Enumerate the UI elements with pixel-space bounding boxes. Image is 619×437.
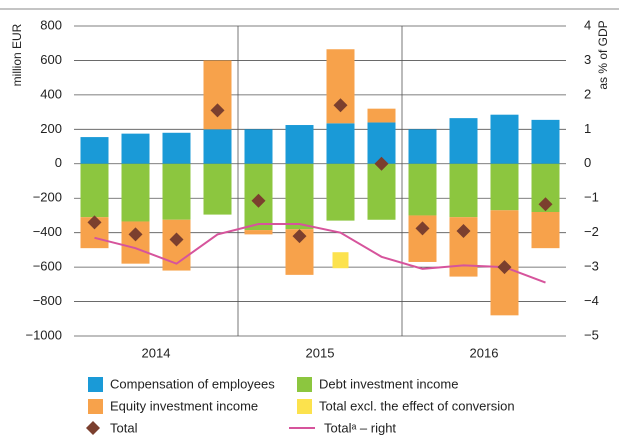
legend-label: Total — [110, 420, 138, 435]
marker — [251, 193, 266, 208]
bar — [203, 60, 232, 130]
bar — [326, 163, 355, 221]
marker — [169, 232, 184, 247]
bar — [121, 163, 150, 222]
legend-swatch — [297, 377, 312, 392]
legend-label: Debt investment income — [319, 376, 458, 391]
marker — [87, 215, 102, 230]
y2-tick-label: 0 — [584, 155, 591, 170]
bar — [449, 118, 478, 164]
bar — [203, 163, 232, 215]
y2-tick-label: 4 — [584, 17, 591, 32]
y2-tick-label: 1 — [584, 121, 591, 136]
marker — [374, 156, 389, 171]
y2-tick-label: −1 — [584, 190, 599, 205]
bar — [244, 129, 273, 164]
y-tick-label: 200 — [40, 121, 62, 136]
bar — [408, 163, 437, 216]
legend-label: Compensation of employees — [110, 376, 275, 391]
bar — [531, 119, 560, 164]
group-label: 2016 — [470, 345, 499, 360]
y-tick-label: −600 — [33, 259, 62, 274]
legend-label: Total excl. the effect of conversion — [319, 398, 515, 413]
y-tick-label: −1000 — [25, 327, 62, 342]
marker — [415, 221, 430, 236]
marker — [210, 103, 225, 118]
legend-swatch — [88, 399, 103, 414]
y2-tick-label: −3 — [584, 259, 599, 274]
bar — [367, 163, 396, 220]
y-tick-label: −400 — [33, 224, 62, 239]
y-tick-label: 0 — [55, 155, 62, 170]
marker — [332, 252, 349, 269]
marker — [128, 227, 143, 242]
group-label: 2015 — [306, 345, 335, 360]
bar — [490, 114, 519, 164]
y2-tick-label: −2 — [584, 224, 599, 239]
legend-swatch — [86, 421, 100, 435]
bar — [326, 123, 355, 164]
bar — [449, 163, 478, 218]
marker — [292, 229, 307, 244]
bar — [408, 129, 437, 164]
bar — [244, 230, 273, 235]
y2-tick-label: −4 — [584, 293, 599, 308]
line — [94, 223, 546, 284]
bar — [80, 163, 109, 218]
legend-swatch — [297, 399, 312, 414]
bar — [162, 132, 191, 164]
y-tick-label: 800 — [40, 17, 62, 32]
group-label: 2014 — [142, 345, 171, 360]
y2-tick-label: −5 — [584, 327, 599, 342]
y-tick-label: −800 — [33, 293, 62, 308]
bar — [285, 163, 314, 230]
y2-tick-label: 2 — [584, 86, 591, 101]
y-tick-label: −200 — [33, 190, 62, 205]
marker — [333, 98, 348, 113]
marker — [456, 223, 471, 238]
legend-swatch — [88, 377, 103, 392]
legend-label: Equity investment income — [110, 398, 258, 413]
y2-tick-label: 3 — [584, 52, 591, 67]
y2-axis-label: as % of GDP — [596, 20, 610, 89]
bar — [80, 137, 109, 164]
marker — [497, 260, 512, 275]
legend-label: Totalᵃ – right — [324, 420, 396, 435]
bar — [162, 163, 191, 220]
y-axis-label: million EUR — [10, 23, 24, 86]
bar — [531, 212, 560, 249]
bar — [121, 133, 150, 164]
bar — [490, 163, 519, 211]
y-tick-label: 400 — [40, 86, 62, 101]
marker — [538, 197, 553, 212]
y-tick-label: 600 — [40, 52, 62, 67]
bar — [203, 129, 232, 164]
bar — [285, 125, 314, 164]
bar — [367, 108, 396, 123]
